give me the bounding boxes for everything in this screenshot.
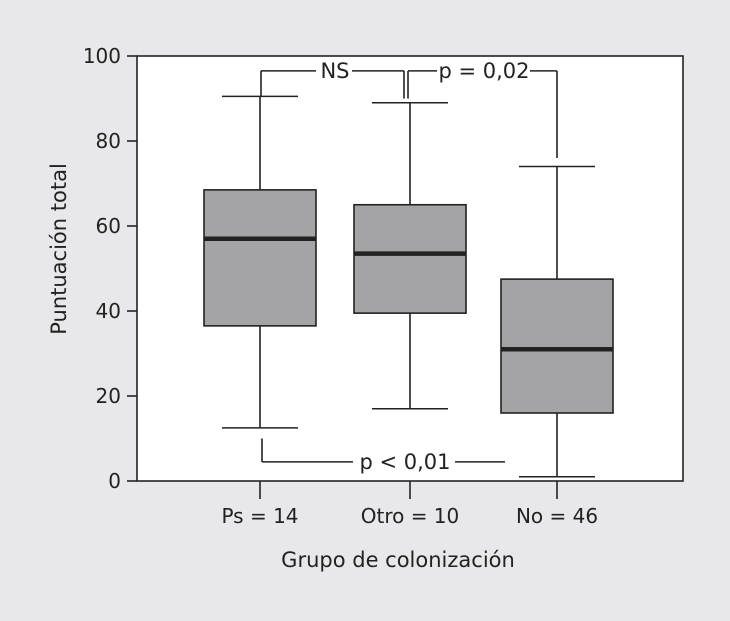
y-tick-label: 100 [83,44,121,68]
y-tick-label: 20 [96,384,121,408]
y-tick-label: 0 [108,469,121,493]
y-tick-label: 80 [96,129,121,153]
y-axis: 0 20 40 60 80 100 [83,44,137,493]
box-group [500,165,614,478]
box [353,203,467,314]
significance-bracket: NS [260,59,405,99]
significance-bracket: p = 0,02 [407,59,558,158]
significance-label: NS [320,59,349,83]
y-tick-label: 60 [96,214,121,238]
box-group [353,101,467,410]
box-group [203,95,317,429]
box [203,189,317,327]
box [500,278,614,414]
significance-bracket: p < 0,01 [261,438,505,474]
x-axis: Ps = 14 Otro = 10 No = 46 [221,481,598,528]
significance-label: p = 0,02 [438,59,529,83]
x-tick-label: No = 46 [516,504,598,528]
x-tick-label: Otro = 10 [361,504,460,528]
x-axis-title: Grupo de colonización [281,548,515,572]
boxes [203,95,614,478]
significance-annotations: NS p = 0,02 p < 0,01 [260,59,558,474]
y-tick-label: 40 [96,299,121,323]
significance-label: p < 0,01 [359,450,450,474]
y-axis-title: Puntuación total [47,163,71,335]
x-tick-label: Ps = 14 [221,504,298,528]
